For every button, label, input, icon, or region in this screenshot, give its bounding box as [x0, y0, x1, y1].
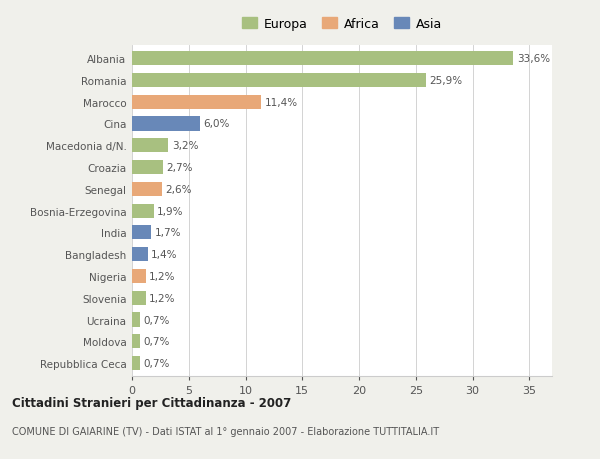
Text: 1,7%: 1,7% — [155, 228, 181, 238]
Text: COMUNE DI GAIARINE (TV) - Dati ISTAT al 1° gennaio 2007 - Elaborazione TUTTITALI: COMUNE DI GAIARINE (TV) - Dati ISTAT al … — [12, 426, 439, 436]
Bar — [132, 73, 426, 88]
Bar — [132, 226, 151, 240]
Bar — [132, 182, 161, 196]
Bar — [132, 117, 200, 131]
Text: 3,2%: 3,2% — [172, 141, 198, 151]
Bar — [132, 161, 163, 175]
Bar — [132, 139, 169, 153]
Text: 2,6%: 2,6% — [165, 185, 191, 195]
Text: 1,2%: 1,2% — [149, 271, 176, 281]
Text: 0,7%: 0,7% — [143, 336, 170, 347]
Bar — [132, 95, 262, 110]
Text: 25,9%: 25,9% — [430, 76, 463, 86]
Text: Cittadini Stranieri per Cittadinanza - 2007: Cittadini Stranieri per Cittadinanza - 2… — [12, 396, 291, 409]
Text: 2,7%: 2,7% — [166, 162, 193, 173]
Text: 11,4%: 11,4% — [265, 97, 298, 107]
Text: 6,0%: 6,0% — [203, 119, 230, 129]
Text: 0,7%: 0,7% — [143, 315, 170, 325]
Bar — [132, 247, 148, 262]
Text: 33,6%: 33,6% — [517, 54, 550, 64]
Bar — [132, 52, 514, 66]
Bar — [132, 269, 146, 284]
Legend: Europa, Africa, Asia: Europa, Africa, Asia — [239, 15, 445, 33]
Bar — [132, 291, 146, 305]
Bar — [132, 313, 140, 327]
Bar — [132, 356, 140, 370]
Bar — [132, 335, 140, 349]
Text: 0,7%: 0,7% — [143, 358, 170, 368]
Text: 1,2%: 1,2% — [149, 293, 176, 303]
Text: 1,4%: 1,4% — [151, 250, 178, 260]
Text: 1,9%: 1,9% — [157, 206, 184, 216]
Bar — [132, 204, 154, 218]
